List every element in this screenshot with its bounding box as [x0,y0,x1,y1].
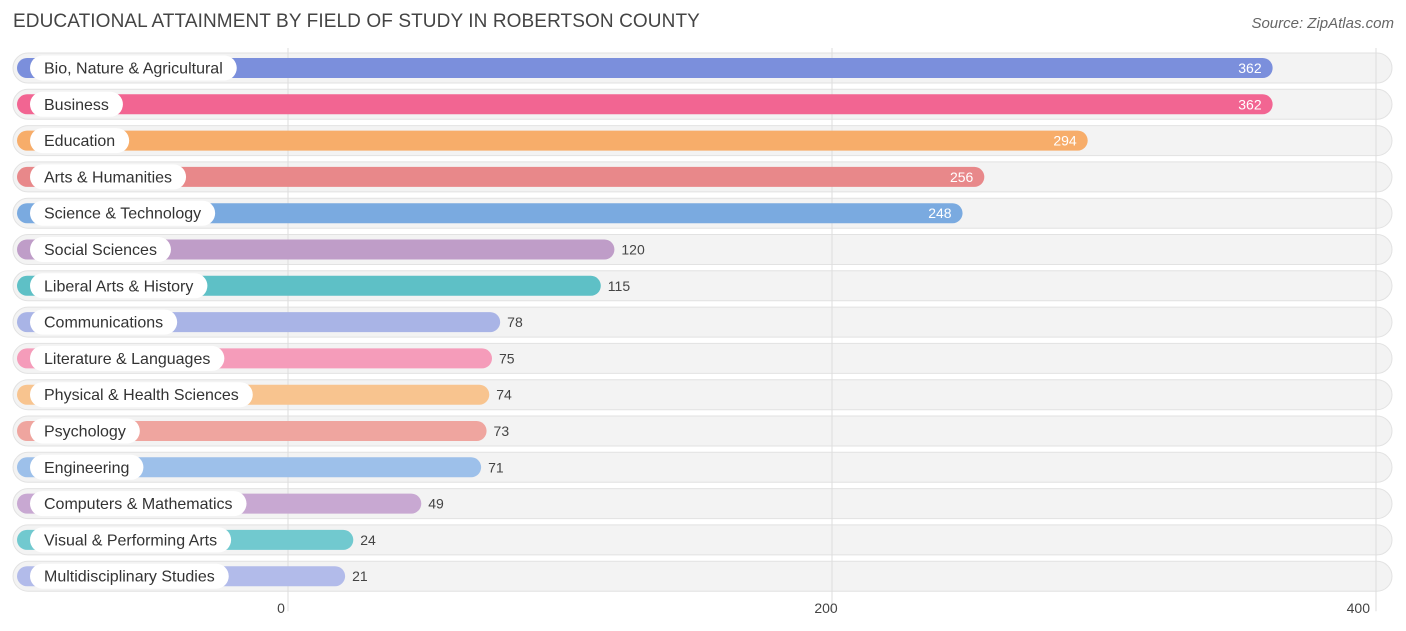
category-label: Bio, Nature & Agricultural [44,61,223,78]
category-label: Social Sciences [44,242,157,259]
category-label: Physical & Health Sciences [44,387,239,404]
category-label: Liberal Arts & History [44,278,193,295]
category-label-pill [30,418,140,444]
category-label-pill [30,237,171,262]
bar [17,58,1273,78]
category-label: Business [44,97,109,114]
x-tick-label: 200 [814,600,838,616]
value-label: 78 [507,314,523,330]
category-label-pill [30,91,123,117]
chart-bars: Bio, Nature & Agricultural 362 Business 362… [17,55,1273,589]
category-label-pill [30,309,178,335]
value-label: 120 [621,242,645,258]
value-label: 362 [1238,96,1262,112]
value-label: 115 [608,278,631,294]
category-label-pill [30,563,229,589]
category-label: Communications [44,315,163,332]
value-label: 74 [496,387,512,403]
category-label-pill [30,200,216,226]
x-tick-label: 400 [1347,600,1371,616]
category-label: Engineering [44,460,129,477]
value-label: 75 [499,350,515,366]
category-label: Literature & Languages [44,351,210,368]
category-label-pill [30,382,253,408]
row-background [12,524,1393,556]
x-axis: 0 200 400 [277,600,1370,616]
value-label: 294 [1053,133,1077,149]
category-label-pill [30,345,225,371]
value-label: 73 [494,423,510,439]
value-label: 49 [428,496,444,512]
value-label: 362 [1238,60,1262,76]
bar [17,166,985,187]
category-label: Arts & Humanities [44,169,172,186]
bar [17,130,1088,151]
value-label: 256 [950,169,974,185]
category-label: Visual & Performing Arts [44,532,217,549]
category-label-pill [30,164,187,190]
category-label: Science & Technology [44,206,201,223]
category-label-pill [30,55,237,81]
category-label-pill [30,527,232,553]
value-label: 21 [352,568,368,584]
chart-title: EDUCATIONAL ATTAINMENT BY FIELD OF STUDY… [13,11,700,32]
value-label: 24 [360,532,376,548]
bar [17,203,963,224]
chart-source: Source: ZipAtlas.com [1251,15,1394,32]
category-label-pill [30,128,130,154]
category-label: Multidisciplinary Studies [44,569,215,586]
category-label-pill [30,273,208,299]
row-background [12,560,1393,592]
category-label-pill [30,454,144,480]
value-label: 248 [928,205,952,221]
category-label-pill [30,491,247,517]
bar [17,94,1273,115]
value-label: 71 [488,459,504,475]
x-tick-label: 0 [277,600,285,616]
category-label: Psychology [44,424,126,441]
category-label: Computers & Mathematics [44,496,233,513]
category-label: Education [44,133,115,150]
